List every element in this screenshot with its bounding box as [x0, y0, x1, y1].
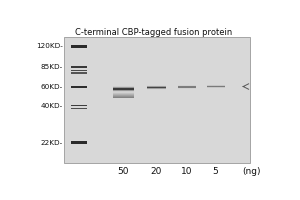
Bar: [71, 108, 88, 109]
Bar: [71, 86, 88, 88]
Text: 5: 5: [212, 167, 218, 176]
Text: 40KD-: 40KD-: [40, 103, 63, 109]
Bar: [71, 70, 88, 71]
Text: (ng): (ng): [242, 167, 261, 176]
Bar: [64, 37, 250, 163]
Text: C-terminal CBP-tagged fusion protein: C-terminal CBP-tagged fusion protein: [75, 28, 232, 37]
Text: 120KD-: 120KD-: [36, 43, 63, 49]
Text: 22KD-: 22KD-: [40, 140, 63, 146]
Bar: [71, 141, 88, 144]
Bar: [71, 72, 88, 74]
Bar: [71, 66, 88, 68]
Text: 10: 10: [181, 167, 192, 176]
Bar: [71, 105, 88, 106]
Text: 60KD-: 60KD-: [40, 84, 63, 90]
Bar: [71, 45, 88, 48]
Text: 85KD-: 85KD-: [40, 64, 63, 70]
Text: 50: 50: [118, 167, 129, 176]
Text: 20: 20: [150, 167, 162, 176]
